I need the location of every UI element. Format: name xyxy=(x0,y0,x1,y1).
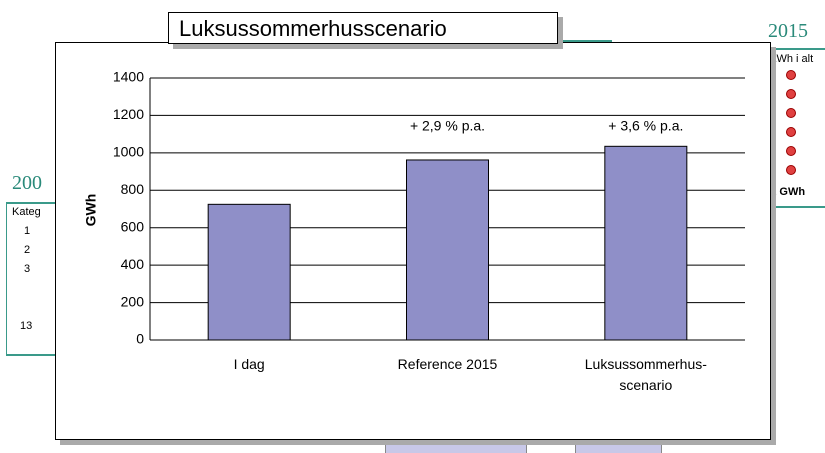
bar xyxy=(207,203,291,341)
y-tick-label: 1000 xyxy=(113,144,144,160)
x-tick-label: Luksussommerhus-scenario xyxy=(584,356,707,393)
y-tick-label: 400 xyxy=(121,256,145,272)
bg-row: 13 xyxy=(20,320,33,332)
y-tick-label: 600 xyxy=(121,218,145,234)
annotation: + 3,6 % p.a. xyxy=(608,118,683,134)
bar xyxy=(406,159,489,341)
bg-dot xyxy=(786,127,796,137)
y-tick-label: 800 xyxy=(121,181,145,197)
y-axis-label: GWh xyxy=(83,194,99,227)
bg-table xyxy=(6,202,59,356)
bg-year: 200 xyxy=(12,172,42,194)
bg-row: 3 xyxy=(24,263,31,275)
bg-dot xyxy=(786,146,796,156)
bg-dot xyxy=(786,70,796,80)
bg-dot xyxy=(786,108,796,118)
bg-dot xyxy=(786,165,796,175)
y-tick-label: 1200 xyxy=(113,106,144,122)
bg-row: 1 xyxy=(24,225,31,237)
y-tick-label: 0 xyxy=(136,331,144,347)
bg-header: Kateg xyxy=(12,206,41,218)
bg-dot xyxy=(786,89,796,99)
bg-header: kWh i alt xyxy=(771,53,814,65)
y-tick-label: 1400 xyxy=(113,69,144,85)
annotation: + 2,9 % p.a. xyxy=(410,118,485,134)
x-tick-label: I dag xyxy=(233,356,265,372)
x-tick-label: Reference 2015 xyxy=(397,356,498,372)
bar xyxy=(604,145,688,341)
y-tick-label: 200 xyxy=(121,293,145,309)
bg-row: 2 xyxy=(24,244,31,256)
title-box: Luksussommerhusscenario xyxy=(168,12,558,44)
bg-year: 2015 xyxy=(768,20,808,42)
